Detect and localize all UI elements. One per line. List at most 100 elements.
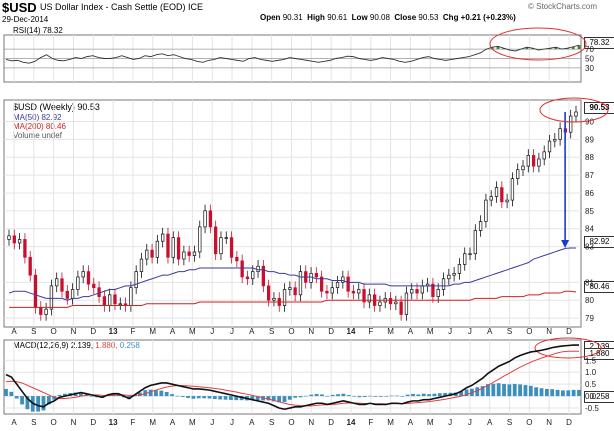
macd-histogram-bar (400, 396, 405, 397)
candle-body (76, 276, 80, 290)
rsi-y-tick-label: 70 (585, 45, 594, 54)
x-tick-label-price: O (526, 327, 532, 336)
macd-histogram-bar (512, 383, 517, 397)
price-y-tick-label: 84 (585, 225, 594, 234)
price-y-tick-label: 89 (585, 135, 594, 144)
arrow-head (561, 239, 570, 248)
x-tick-label-price: A (11, 327, 17, 336)
price-title: $USD (Weekly) 90.53 (13, 102, 100, 112)
x-tick-label-price: S (31, 327, 36, 336)
macd-label-macd: 2.139, (70, 341, 94, 350)
last-price-box: 90.53 (584, 102, 614, 114)
ohlc-readout: Open 90.31 High 90.61 Low 90.08 Close 90… (260, 14, 516, 22)
macd-histogram-bar (266, 396, 271, 401)
x-tick-label-price: A (487, 327, 493, 336)
candle-body (494, 187, 499, 197)
candle-body (60, 278, 64, 292)
x-tick-label-macd: J (230, 418, 234, 427)
candle-body (176, 237, 181, 260)
macd-histogram-bar (427, 394, 431, 397)
macd-y-tick-label: -0.5 (585, 404, 599, 413)
macd-histogram-bar (79, 392, 83, 397)
stockcharts-credit[interactable]: © StockCharts.com (528, 2, 598, 11)
macd-histogram-bar (480, 386, 485, 397)
macd-histogram-bar (303, 395, 308, 397)
macd-title: MACD(12,26,9) 2.139, 1.880, 0.258 (13, 342, 140, 350)
macd-histogram-bar (416, 394, 421, 397)
x-tick-label-price: D (566, 327, 572, 336)
candle-body (415, 289, 419, 294)
macd-histogram-bar (202, 396, 207, 399)
macd-histogram-bar (298, 396, 303, 398)
candle-body (129, 287, 133, 306)
candle-body (65, 290, 69, 299)
macd-histogram-bar (346, 395, 351, 397)
macd-histogram-bar (9, 391, 14, 397)
macd-histogram-bar (175, 395, 180, 397)
ma200-legend: MA(200) 80.46 (13, 122, 66, 131)
x-tick-label-price: O (288, 327, 294, 336)
macd-histogram-bar (411, 393, 415, 397)
macd-histogram-bar (496, 383, 501, 397)
hist-value-box: 0.258 (584, 391, 614, 403)
candle-body (505, 199, 509, 203)
macd-histogram-bar (571, 389, 576, 397)
x-tick-label-price: M (149, 327, 156, 336)
macd-histogram-bar (212, 396, 217, 399)
candle-body (346, 276, 350, 292)
candle-body (192, 251, 197, 256)
candle-body (367, 294, 371, 303)
macd-histogram-bar (341, 393, 346, 397)
close-value: 90.53 (418, 13, 439, 22)
open-value: 90.31 (282, 13, 303, 22)
candle-body (49, 285, 54, 310)
x-tick-label-price: N (308, 327, 314, 336)
x-tick-label-macd: N (308, 418, 314, 427)
x-tick-label-price: F (368, 327, 373, 336)
macd-histogram-bar (89, 396, 94, 397)
x-tick-label-macd: N (546, 418, 552, 427)
macd-histogram-bar (52, 396, 57, 400)
macd-y-tick-label: 1.0 (585, 368, 597, 377)
candle-body (17, 239, 22, 244)
candle-body (118, 303, 122, 306)
price-y-tick-label: 88 (585, 153, 594, 162)
macd-histogram-bar (523, 385, 528, 397)
close-label: Close (394, 13, 417, 22)
macd-label-signal: 1.880, (95, 341, 118, 350)
macd-histogram-bar (154, 390, 158, 397)
macd-histogram-bar (14, 396, 19, 399)
x-tick-label-price: 14 (347, 327, 356, 336)
candle-body (166, 233, 170, 258)
candle-body (473, 230, 477, 255)
candle-body (113, 294, 117, 305)
x-tick-label-macd: F (368, 418, 373, 427)
candle-body (293, 287, 297, 296)
volume-legend: Volume undef (13, 131, 62, 140)
macd-histogram-bar (229, 396, 233, 400)
macd-histogram-bar (148, 389, 153, 397)
x-tick-label-price: M (427, 327, 434, 336)
x-tick-label-price: S (269, 327, 274, 336)
macd-histogram-bar (566, 390, 571, 397)
rsi-annotation-ellipse (489, 27, 587, 61)
x-tick-label-macd: O (526, 418, 532, 427)
candle-body (44, 308, 48, 315)
macd-histogram-bar (357, 396, 362, 398)
candle-body (33, 274, 38, 308)
macd-histogram-bar (443, 392, 448, 397)
candle-body (394, 301, 398, 305)
candle-body (251, 271, 255, 280)
candle-body (569, 115, 573, 133)
candle-body (261, 265, 266, 287)
macd-histogram-bar (41, 396, 46, 411)
candle-body (208, 210, 213, 228)
macd-histogram-bar (282, 396, 287, 403)
candle-body (298, 271, 303, 296)
candle-body (267, 285, 271, 301)
candle-body (537, 158, 541, 167)
candle-body (319, 276, 324, 292)
price-annotation-ellipse (539, 97, 609, 123)
macd-histogram-bar (395, 395, 399, 397)
x-tick-label-price: F (130, 327, 135, 336)
